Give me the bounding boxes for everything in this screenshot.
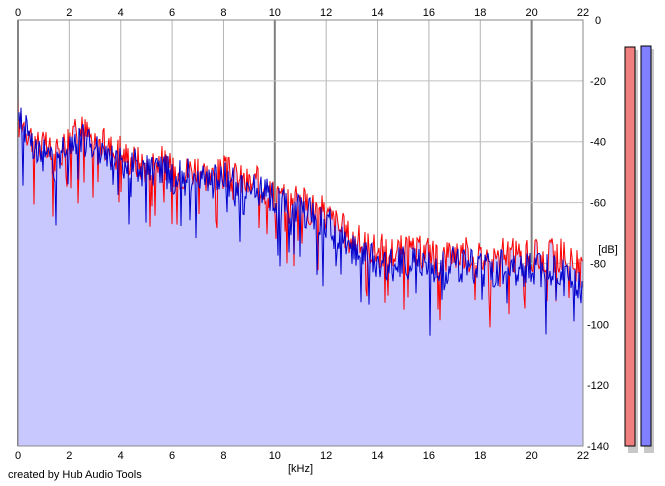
y-tick-label: -140 (587, 441, 609, 453)
y-axis-label: [dB] (598, 244, 618, 256)
x-tick-label: 20 (526, 7, 538, 19)
x-tick-label: 12 (320, 7, 332, 19)
x-tick-label: 10 (269, 450, 281, 462)
x-axis-label: [kHz] (288, 463, 313, 475)
x-tick-label: 6 (169, 450, 175, 462)
y-tick-labels: 0 -20 -40 -60 -80 -100 -120 -140 (587, 15, 609, 453)
y-tick-label: -120 (587, 380, 609, 392)
x-tick-label: 22 (577, 7, 589, 19)
x-tick-labels-top: 0 2 4 6 8 10 12 14 16 18 20 22 (15, 7, 589, 19)
x-tick-label: 2 (66, 7, 72, 19)
x-tick-label: 2 (66, 450, 72, 462)
x-tick-label: 16 (423, 450, 435, 462)
x-tick-label: 8 (220, 450, 226, 462)
x-tick-label: 18 (474, 7, 486, 19)
y-tick-label: 0 (595, 15, 601, 27)
x-tick-label: 14 (371, 450, 383, 462)
spectrum-series (17, 95, 584, 336)
y-tick-label: -40 (590, 137, 606, 149)
x-tick-label: 0 (15, 7, 21, 19)
x-tick-label: 18 (474, 450, 486, 462)
y-tick-label: -60 (590, 198, 606, 210)
plot-frame (17, 19, 584, 447)
x-tick-label: 22 (577, 450, 589, 462)
series-line-blue (17, 107, 584, 336)
level-meter-right (640, 45, 652, 447)
credit-text: created by Hub Audio Tools (8, 469, 142, 481)
x-tick-labels-bottom: 0 2 4 6 8 10 12 14 16 18 20 22 (15, 450, 589, 462)
x-tick-label: 6 (169, 7, 175, 19)
level-meters (624, 45, 654, 453)
level-meter-left (624, 46, 636, 447)
x-tick-label: 10 (269, 7, 281, 19)
spectrum-area-fill (18, 96, 583, 446)
y-tick-label: -80 (590, 258, 606, 270)
x-tick-label: 4 (118, 450, 124, 462)
x-tick-label: 20 (526, 450, 538, 462)
x-tick-label: 14 (371, 7, 383, 19)
x-tick-label: 0 (15, 450, 21, 462)
x-tick-label: 12 (320, 450, 332, 462)
x-tick-label: 16 (423, 7, 435, 19)
x-tick-label: 8 (220, 7, 226, 19)
y-tick-label: -20 (590, 76, 606, 88)
x-tick-label: 4 (118, 7, 124, 19)
y-tick-label: -100 (587, 319, 609, 331)
